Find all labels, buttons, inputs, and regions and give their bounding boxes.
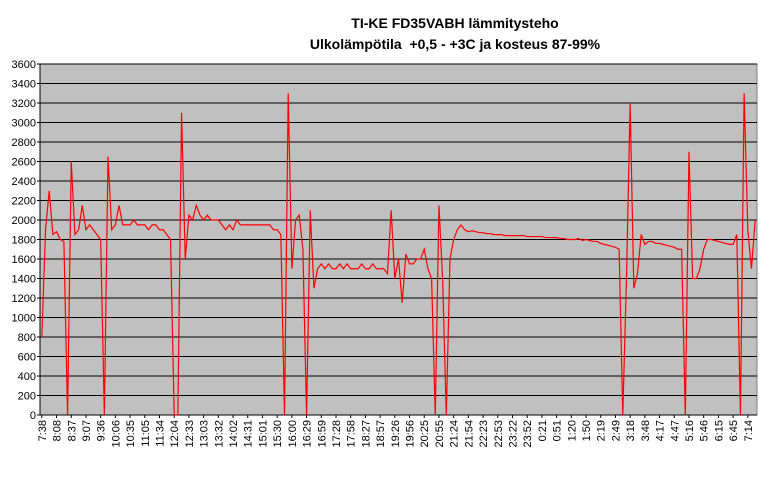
x-tick-label: 1:20 xyxy=(566,420,578,441)
data-line xyxy=(41,93,756,416)
x-tick-label: 5:46 xyxy=(699,420,711,441)
x-tick-label: 6:15 xyxy=(713,420,725,441)
x-tick-label: 23:52 xyxy=(522,420,534,448)
x-tick-label: 8:08 xyxy=(52,420,64,441)
x-tick-label: 18:57 xyxy=(375,420,387,448)
x-tick-label: 19:26 xyxy=(390,420,402,448)
x-tick-label: 18:27 xyxy=(360,420,372,448)
x-tick-label: 20:25 xyxy=(419,420,431,448)
y-tick-label: 1800 xyxy=(12,235,36,247)
y-tick-label: 200 xyxy=(18,391,36,403)
x-tick-label: 23:22 xyxy=(507,420,519,448)
y-tick-label: 2400 xyxy=(12,176,36,188)
x-tick-label: 22:23 xyxy=(478,420,490,448)
x-tick-label: 9:36 xyxy=(96,420,108,441)
x-tick-label: 16:00 xyxy=(287,420,299,448)
x-tick-label: 8:37 xyxy=(66,420,78,441)
x-tick-label: 17:58 xyxy=(346,420,358,448)
y-tick-label: 3400 xyxy=(12,79,36,91)
x-tick-label: 1:50 xyxy=(581,420,593,441)
x-tick-label: 13:03 xyxy=(199,420,211,448)
x-tick-label: 6:45 xyxy=(728,420,740,441)
x-tick-label: 3:18 xyxy=(625,420,637,441)
x-tick-label: 7:14 xyxy=(743,420,755,441)
x-tick-label: 17:28 xyxy=(331,420,343,448)
y-tick-label: 3200 xyxy=(12,98,36,110)
x-tick-label: 12:04 xyxy=(169,420,181,448)
y-tick-label: 1600 xyxy=(12,254,36,266)
x-tick-label: 16:59 xyxy=(316,420,328,448)
x-tick-label: 5:16 xyxy=(684,420,696,441)
x-tick-label: 4:47 xyxy=(669,420,681,441)
x-tick-label: 21:54 xyxy=(463,420,475,448)
x-tick-label: 22:53 xyxy=(493,420,505,448)
y-tick-label: 0 xyxy=(30,410,36,422)
x-tick-label: 15:30 xyxy=(272,420,284,448)
x-tick-label: 3:48 xyxy=(640,420,652,441)
x-tick-label: 9:07 xyxy=(81,420,93,441)
x-tick-label: 4:17 xyxy=(655,420,667,441)
x-tick-label: 0:51 xyxy=(552,420,564,441)
y-tick-label: 2200 xyxy=(12,196,36,208)
x-tick-label: 11:34 xyxy=(155,420,167,447)
x-tick-label: 10:06 xyxy=(110,420,122,448)
y-tick-label: 1400 xyxy=(12,274,36,286)
y-tick-label: 1000 xyxy=(12,313,36,325)
chart-title: TI-KE FD35VABH lämmitysteho xyxy=(351,15,558,31)
x-tick-label: 16:29 xyxy=(302,420,314,448)
y-tick-label: 800 xyxy=(18,332,36,344)
y-tick-label: 3600 xyxy=(12,59,36,71)
x-tick-label: 10:35 xyxy=(125,420,137,448)
x-tick-label: 14:02 xyxy=(228,420,240,448)
x-tick-label: 13:32 xyxy=(213,420,225,448)
x-tick-label: 12:33 xyxy=(184,420,196,448)
y-tick-label: 2600 xyxy=(12,157,36,169)
x-tick-label: 2:19 xyxy=(596,420,608,441)
y-tick-label: 2000 xyxy=(12,215,36,227)
x-tick-label: 0:21 xyxy=(537,420,549,441)
y-tick-label: 400 xyxy=(18,371,36,383)
x-tick-label: 15:01 xyxy=(257,420,269,448)
x-tick-label: 11:05 xyxy=(140,420,152,447)
x-tick-label: 21:24 xyxy=(449,420,461,448)
chart-subtitle: Ulkolämpötila +0,5 - +3C ja kosteus 87-9… xyxy=(310,36,601,52)
x-tick-label: 20:55 xyxy=(434,420,446,448)
x-tick-label: 2:49 xyxy=(610,420,622,441)
x-tick-label: 7:38 xyxy=(37,420,49,441)
y-tick-label: 600 xyxy=(18,352,36,364)
y-tick-label: 1200 xyxy=(12,293,36,305)
x-tick-label: 14:31 xyxy=(243,420,255,448)
y-tick-label: 2800 xyxy=(12,137,36,149)
y-tick-label: 3000 xyxy=(12,118,36,130)
x-tick-label: 19:56 xyxy=(405,420,417,448)
